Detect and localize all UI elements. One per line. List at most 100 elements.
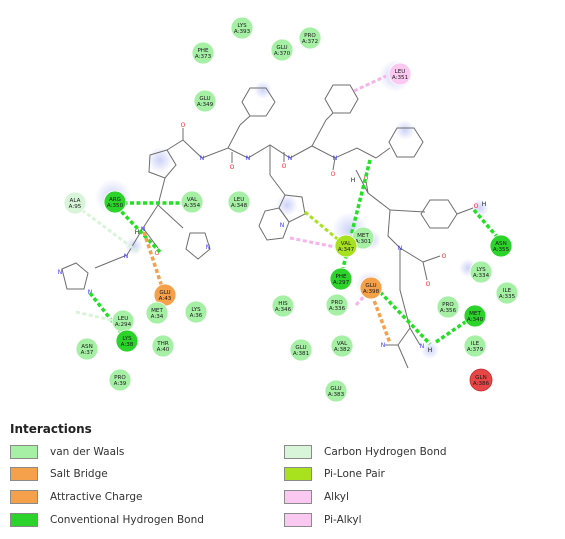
legend: Interactions van der Waals Salt Bridge A… [0,418,565,539]
carbon-hydrogen-bond-line [81,208,139,254]
hydrogen-bond-line [378,290,432,346]
nitrogen-atom: N [420,343,425,350]
nitrogen-atom: N [288,155,293,162]
residue-node-met340: MET A:340 [463,304,487,328]
backbone-bond [157,177,166,206]
side-chain-bond [311,119,327,147]
residue-node-ile335: ILE A:335 [495,281,519,305]
indole-ring [278,194,306,223]
oxygen-atom: O [364,175,369,182]
pi-alkyl-line [353,74,387,93]
residue-nodes: LYS A:393 PRO A:372 GLU A:370 PHE A:373 GLU A:349… [63,16,519,403]
residue-node-met301: MET A:301 [351,226,375,250]
residue-node-pro372: PRO A:372 [298,26,322,50]
carboxylate-bond [399,247,424,263]
residue-circle [75,337,99,361]
legend-label: Pi-Alkyl [324,514,362,526]
oxygen-atom: O [155,250,160,257]
nitrogen-atom: N [58,269,63,276]
pi-alkyl-line [354,288,372,307]
residue-label: GLU A:398 [363,283,380,295]
residue-node-lys334: LYS A:334 [469,260,493,284]
phenyl-ring [241,87,276,117]
residue-circle [108,368,132,392]
imidazole-ring [185,232,211,260]
residue-node-gln386: GLN A:386 [469,368,493,392]
residue-circle [184,300,208,324]
guanidinium-bond [397,327,411,346]
residue-circle [325,293,349,317]
side-chain-bond [375,147,391,159]
legend-item-conventional-hydrogen-bond: Conventional Hydrogen Bond [10,512,204,528]
legend-item-pi-alkyl: Pi-Alkyl [284,512,362,528]
nitrogen-atom: N [206,244,211,251]
hydrogen-bond-line [435,314,475,344]
residue-node-pro39: PRO A:39 [108,368,132,392]
phenyl-ring [420,199,458,229]
residue-node-lys38: LYS A:38 [115,329,139,353]
backbone-chain [166,139,377,159]
carboxylate-bond [422,261,428,281]
oxygen-atom: O [181,122,186,129]
salt-bridge-line [370,294,392,344]
residue-label: HIS A:346 [275,301,292,313]
residue-circle [145,301,169,325]
hydrogen-atom: H [428,347,433,354]
residue-circle [334,234,358,258]
residue-node-asn37: ASN A:37 [75,337,99,361]
side-chain-bond [239,115,251,126]
halo [421,341,439,359]
legend-label: Pi-Lone Pair [324,468,385,480]
legend-label: van der Waals [50,446,125,458]
oxygen-atom: O [426,281,431,288]
residue-label: GLU A:381 [293,345,310,357]
hydrogen-bond-line [115,205,162,254]
residue-node-pro356: PRO A:356 [436,295,460,319]
residue-label: LEU A:351 [392,69,409,81]
oxygen-atom: O [442,253,447,260]
legend-label: Attractive Charge [50,491,143,503]
legend-swatch [284,445,312,459]
residue-label: MET A:301 [355,233,372,245]
backbone-bond [142,227,159,249]
legend-title: Interactions [10,422,92,436]
residue-label: PHE A:373 [195,48,212,60]
residue-label: ILE A:335 [499,288,516,300]
interaction-diagram: N N N N O O O O O O O O O N N N N N N N … [58,16,519,403]
residue-label: ALA A:95 [69,198,82,210]
residue-circle [271,294,295,318]
residue-node-glu349: GLU A:349 [193,89,217,113]
side-chain-bond [325,112,334,121]
residue-node-pro336: PRO A:336 [325,293,349,317]
legend-item-salt-bridge: Salt Bridge [10,466,108,482]
residue-node-lys36: LYS A:36 [184,300,208,324]
residue-circle [191,41,215,65]
backbone-chain [355,169,421,346]
residue-label: LYS A:38 [121,336,134,348]
residue-node-glu381: GLU A:381 [289,338,313,362]
residue-label: LEU A:294 [115,316,132,328]
residue-node-ile379: ILE A:379 [463,334,487,358]
legend-item-alkyl: Alkyl [284,489,349,505]
legend-label: Alkyl [324,491,349,503]
oxygen-atom: O [331,171,336,178]
phenyl-ring [324,84,359,114]
residue-label: ARG A:350 [107,197,124,209]
backbone-bond [142,204,159,229]
residue-circle [436,295,460,319]
residue-label: LYS A:36 [190,307,203,319]
legend-swatch [10,513,38,527]
legend-item-van-der-waals: van der Waals [10,444,124,460]
residue-circle [270,38,294,62]
residue-circle [324,379,348,403]
hydrogen-atom: H [482,201,487,208]
residue-label: PRO A:39 [114,375,127,387]
legend-swatch [284,490,312,504]
carboxylate-bond [422,255,441,263]
residue-circle [180,190,204,214]
residue-circle [103,190,127,214]
residue-circle [463,304,487,328]
proline-ring [148,149,177,179]
legend-swatch [10,490,38,504]
residue-node-phe373: PHE A:373 [191,41,215,65]
